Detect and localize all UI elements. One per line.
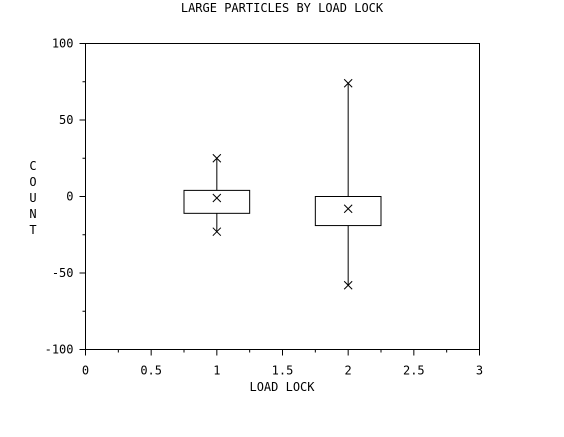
y-tick-label: -50 xyxy=(52,266,74,280)
x-tick-label: 2.5 xyxy=(403,364,425,378)
chart-title: LARGE PARTICLES BY LOAD LOCK xyxy=(181,1,384,15)
box-group xyxy=(314,78,382,290)
x-tick-label: 3 xyxy=(476,364,483,378)
y-tick-label: 0 xyxy=(66,190,73,204)
x-tick-label: 0 xyxy=(82,364,89,378)
box-iqr xyxy=(314,196,382,227)
x-tick-label: 1.5 xyxy=(272,364,294,378)
median-marker xyxy=(212,193,222,203)
min-marker xyxy=(343,280,353,290)
y-tick-label: -100 xyxy=(45,343,74,357)
box-group xyxy=(183,153,251,237)
max-marker xyxy=(343,78,353,88)
x-axis-label: LOAD LOCK xyxy=(249,380,315,394)
min-marker xyxy=(212,227,222,237)
median-marker xyxy=(343,204,353,214)
box-series xyxy=(183,78,382,290)
y-tick-label: 50 xyxy=(59,113,73,127)
x-tick-label: 2 xyxy=(345,364,352,378)
x-axis-ticks: 0 0.5 1 1.5 2 2.5 3 xyxy=(82,349,483,378)
box-iqr xyxy=(183,189,251,214)
max-marker xyxy=(212,153,222,163)
x-tick-label: 1 xyxy=(213,364,220,378)
plot-frame xyxy=(85,43,480,350)
y-tick-label: 100 xyxy=(52,37,74,51)
x-tick-label: 0.5 xyxy=(140,364,162,378)
y-axis-ticks: 100 50 0 -50 -100 xyxy=(45,37,86,357)
